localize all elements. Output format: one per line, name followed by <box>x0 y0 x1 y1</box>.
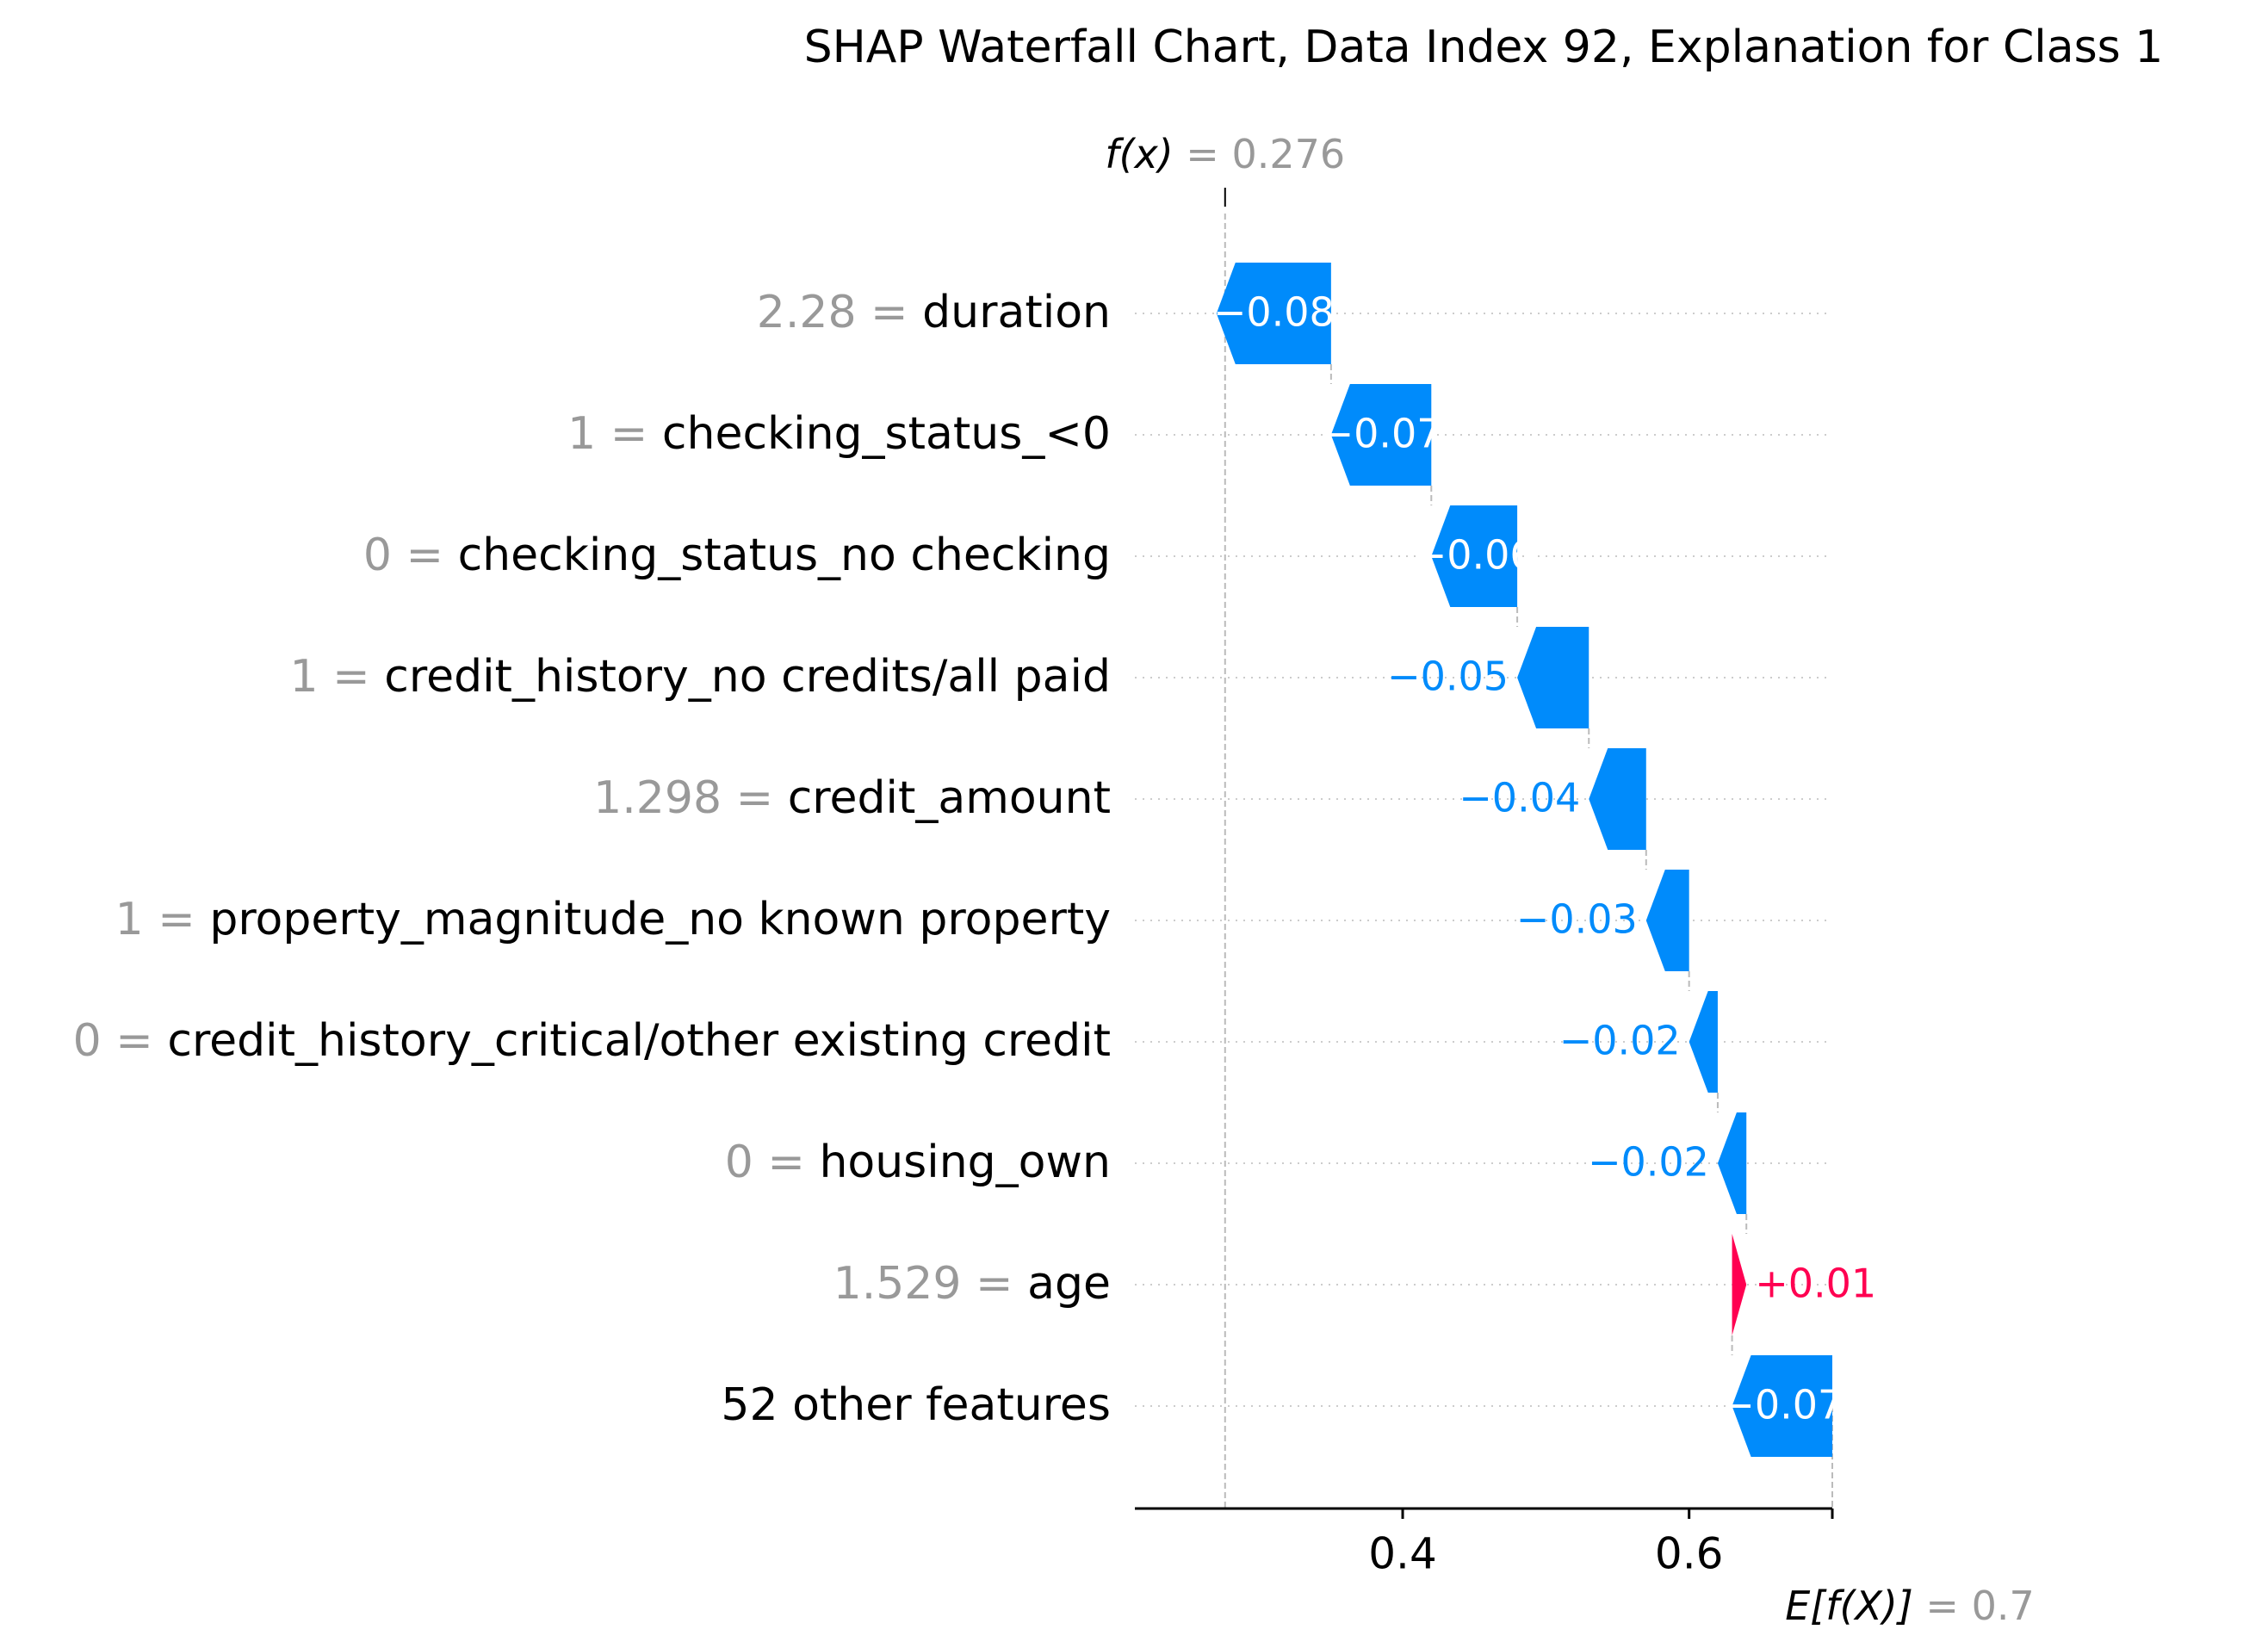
equals-sign: = <box>596 408 662 460</box>
chart-title: SHAP Waterfall Chart, Data Index 92, Exp… <box>804 22 2164 73</box>
shap-value-label: −0.02 <box>1559 1018 1681 1064</box>
feature-label: 52 other features <box>721 1379 1111 1431</box>
feature-name: credit_history_no credits/all paid <box>384 651 1111 703</box>
feature-label: 0 = housing_own <box>725 1137 1111 1188</box>
feature-label: 0 = checking_status_no checking <box>363 530 1111 581</box>
feature-value: 0 <box>725 1137 753 1188</box>
fx-annotation: f(x) = 0.276 <box>1105 131 1345 177</box>
fx-label: f(x) <box>1105 131 1173 177</box>
feature-name: housing_own <box>819 1137 1111 1188</box>
feature-label: 1.298 = credit_amount <box>593 772 1111 824</box>
shap-value-label: −0.03 <box>1516 896 1638 943</box>
feature-label: 1 = property_magnitude_no known property <box>115 894 1111 945</box>
equals-sign: = <box>319 651 385 703</box>
fx-equals: = <box>1174 131 1232 177</box>
shap-value-label: +0.01 <box>1755 1261 1876 1307</box>
feature-label: 1 = checking_status_<0 <box>567 408 1111 460</box>
feature-value: 2.28 <box>757 287 857 338</box>
shap-value-label: −0.04 <box>1459 775 1580 821</box>
shap-value-label: −0.08 <box>1213 289 1335 336</box>
negative-shap-bar <box>1517 627 1589 728</box>
feature-name: property_magnitude_no known property <box>209 894 1111 945</box>
equals-sign: = <box>392 530 458 581</box>
feature-name: credit_amount <box>788 772 1111 824</box>
base-annotation: E[f(X)] = 0.7 <box>1785 1583 2035 1629</box>
feature-value: 0 <box>363 530 392 581</box>
base-value: 0.7 <box>1972 1583 2035 1629</box>
positive-shap-bar <box>1732 1234 1747 1335</box>
feature-label: 1 = credit_history_no credits/all paid <box>290 651 1111 703</box>
feature-value: 1 <box>115 894 144 945</box>
shap-value-label: −0.07 <box>1721 1382 1843 1428</box>
equals-sign: = <box>144 894 210 945</box>
feature-label: 2.28 = duration <box>757 287 1111 338</box>
shap-value-label: −0.06 <box>1414 532 1535 579</box>
feature-value: 1.298 <box>593 772 722 824</box>
feature-name: duration <box>922 287 1111 338</box>
negative-shap-bar <box>1645 870 1689 971</box>
fx-value: 0.276 <box>1231 131 1345 177</box>
equals-sign: = <box>857 287 923 338</box>
shap-value-label: −0.02 <box>1588 1139 1709 1186</box>
feature-name: 52 other features <box>721 1379 1111 1431</box>
shap-value-label: −0.07 <box>1321 411 1442 457</box>
feature-name: credit_history_critical/other existing c… <box>167 1015 1111 1067</box>
shap-value-label: −0.05 <box>1387 654 1509 700</box>
negative-shap-bar <box>1589 748 1646 850</box>
plot-area: −0.08 2.28 = duration −0.07 1 = checking_st… <box>73 131 2035 1629</box>
base-equals: = <box>1913 1583 1972 1629</box>
x-tick-label: 0.4 <box>1368 1529 1437 1579</box>
equals-sign: = <box>722 772 788 824</box>
feature-name: checking_status_<0 <box>662 408 1111 460</box>
negative-shap-bar <box>1216 263 1331 364</box>
negative-shap-bar <box>1717 1112 1747 1214</box>
equals-sign: = <box>753 1137 820 1188</box>
feature-value: 0 <box>73 1015 102 1067</box>
feature-value: 1 <box>567 408 596 460</box>
feature-label: 0 = credit_history_critical/other existi… <box>73 1015 1111 1067</box>
feature-name: checking_status_no checking <box>458 530 1111 581</box>
negative-shap-bar <box>1689 991 1718 1093</box>
feature-name: age <box>1027 1258 1111 1310</box>
base-label: E[f(X)] <box>1785 1583 1913 1629</box>
negative-shap-bar <box>1330 384 1432 486</box>
equals-sign: = <box>961 1258 1027 1310</box>
equals-sign: = <box>102 1015 168 1067</box>
negative-shap-bar <box>1732 1355 1832 1457</box>
feature-label: 1.529 = age <box>833 1258 1111 1310</box>
feature-value: 1 <box>290 651 319 703</box>
negative-shap-bar <box>1431 505 1518 607</box>
x-tick-label: 0.6 <box>1655 1529 1724 1579</box>
feature-value: 1.529 <box>833 1258 962 1310</box>
